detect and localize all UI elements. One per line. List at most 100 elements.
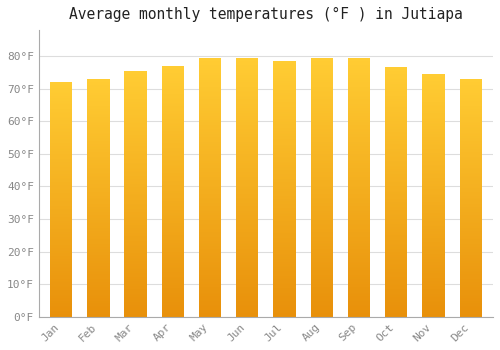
Bar [87,87,110,89]
Bar [310,130,333,132]
Bar [199,289,222,291]
Bar [162,191,184,193]
Bar [199,110,222,111]
Bar [422,267,444,268]
Bar [236,243,258,244]
Bar [348,272,370,274]
Bar [162,131,184,133]
Bar [162,130,184,131]
Bar [460,312,482,314]
Bar [460,280,482,282]
Bar [274,110,295,112]
Bar [422,273,444,275]
Bar [422,226,444,228]
Bar [124,207,147,209]
Bar [87,250,110,252]
Bar [310,84,333,85]
Bar [310,187,333,189]
Bar [50,139,72,140]
Bar [124,210,147,212]
Bar [124,115,147,117]
Bar [162,66,184,68]
Bar [124,112,147,113]
Bar [124,120,147,122]
Bar [199,225,222,227]
Bar [274,203,295,204]
Bar [124,182,147,184]
Bar [422,301,444,302]
Bar [348,267,370,268]
Bar [385,239,407,240]
Bar [162,86,184,88]
Bar [87,82,110,84]
Bar [422,231,444,233]
Bar [199,73,222,75]
Bar [385,117,407,119]
Bar [348,189,370,191]
Bar [274,119,295,121]
Bar [50,131,72,132]
Bar [348,218,370,220]
Bar [236,108,258,110]
Bar [348,123,370,125]
Bar [422,124,444,126]
Bar [422,163,444,165]
Bar [385,275,407,277]
Bar [310,66,333,68]
Bar [348,187,370,189]
Bar [124,202,147,204]
Bar [50,221,72,223]
Bar [236,265,258,267]
Bar [162,173,184,175]
Bar [274,175,295,177]
Bar [274,114,295,116]
Bar [310,103,333,104]
Bar [422,281,444,283]
Bar [348,178,370,180]
Bar [50,199,72,201]
Bar [162,213,184,215]
Bar [348,279,370,281]
Bar [50,228,72,229]
Bar [162,143,184,145]
Bar [87,253,110,255]
Bar [124,146,147,148]
Bar [199,301,222,303]
Bar [385,111,407,112]
Bar [124,158,147,159]
Bar [236,204,258,206]
Bar [310,189,333,191]
Bar [310,303,333,305]
Bar [460,199,482,201]
Bar [50,310,72,312]
Bar [124,271,147,273]
Bar [50,304,72,306]
Bar [162,211,184,213]
Bar [50,274,72,276]
Bar [87,158,110,160]
Bar [87,185,110,187]
Bar [310,196,333,198]
Bar [199,198,222,199]
Bar [162,98,184,99]
Bar [162,178,184,180]
Bar [422,236,444,238]
Bar [310,125,333,127]
Bar [124,278,147,279]
Bar [124,243,147,245]
Bar [87,302,110,304]
Bar [310,132,333,134]
Bar [162,116,184,118]
Bar [236,182,258,184]
Bar [348,206,370,208]
Bar [236,118,258,120]
Bar [124,154,147,156]
Bar [50,292,72,293]
Bar [87,191,110,193]
Bar [310,234,333,236]
Bar [124,220,147,222]
Bar [422,177,444,179]
Bar [50,260,72,262]
Bar [274,127,295,129]
Bar [50,87,72,89]
